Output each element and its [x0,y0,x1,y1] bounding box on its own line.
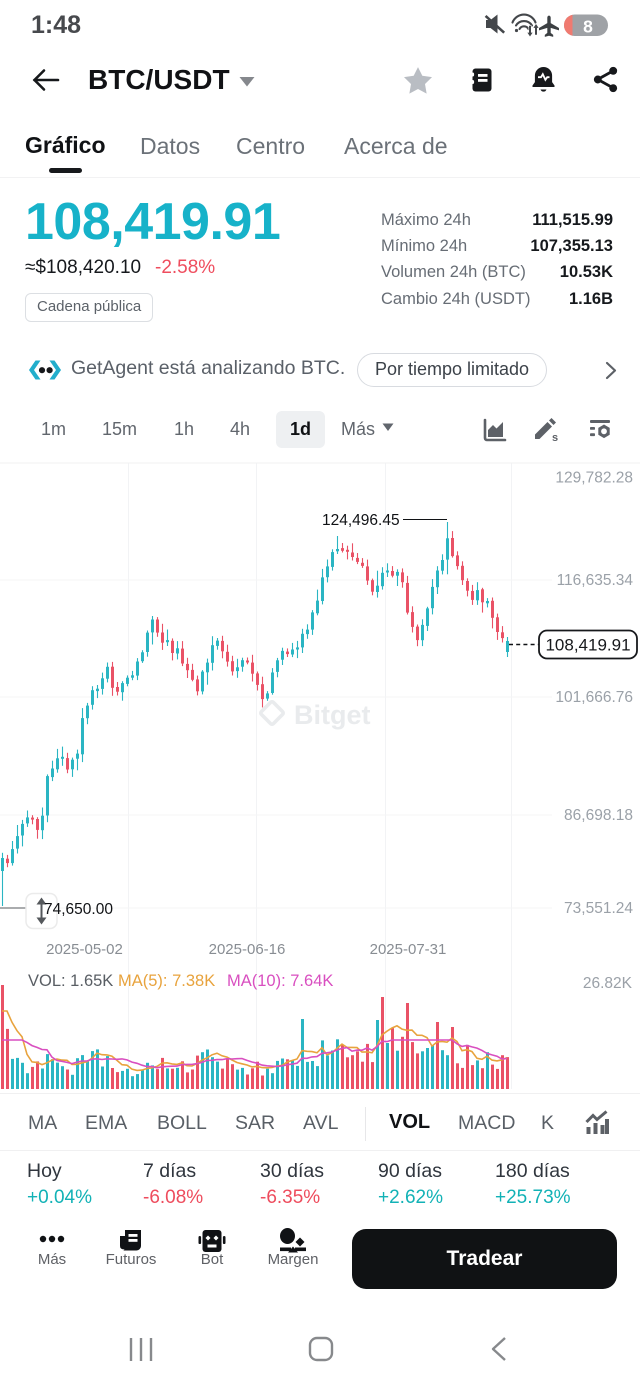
svg-text:116,635.34: 116,635.34 [557,572,634,589]
svg-text:s: s [552,432,558,444]
svg-text:73,551.24: 73,551.24 [564,900,633,917]
svg-text:Bitget: Bitget [294,700,371,730]
svg-text:108,419.91: 108,419.91 [545,636,630,655]
svg-text:74,650.00: 74,650.00 [44,901,113,918]
svg-text:129,782.28: 129,782.28 [555,470,633,487]
svg-text:8: 8 [583,17,593,37]
svg-text:VOL: 1.65K: VOL: 1.65K [28,972,113,990]
svg-text:26.82K: 26.82K [583,975,633,992]
svg-text:2025-07-31: 2025-07-31 [370,941,447,958]
svg-text:2025-05-02: 2025-05-02 [46,941,123,958]
svg-text:2025-06-16: 2025-06-16 [209,941,286,958]
svg-text:101,666.76: 101,666.76 [555,689,633,706]
svg-text:86,698.18: 86,698.18 [564,807,633,824]
svg-text:124,496.45: 124,496.45 [322,512,400,529]
svg-text:MA(5): 7.38K: MA(5): 7.38K [118,972,215,990]
svg-text:MA(10): 7.64K: MA(10): 7.64K [227,972,333,990]
